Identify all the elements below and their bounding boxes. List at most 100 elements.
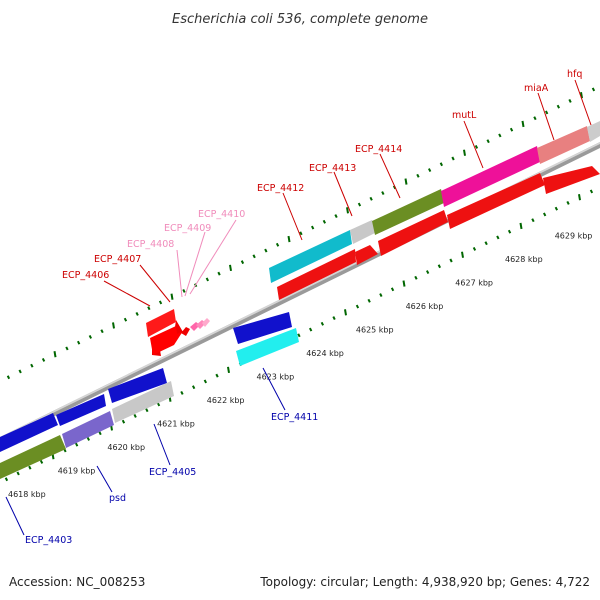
minor-tick <box>100 329 104 334</box>
gene-arrow[interactable] <box>441 146 540 207</box>
gene-arrow[interactable] <box>181 327 190 336</box>
minor-tick <box>369 196 373 201</box>
map-title: Escherichia coli 536, complete genome <box>172 12 428 27</box>
major-tick <box>170 293 174 300</box>
gene-arrow[interactable] <box>62 411 114 448</box>
gene-arrow[interactable] <box>233 312 292 344</box>
gene-arrow[interactable] <box>277 249 356 300</box>
gene-label-miaa[interactable]: miaA <box>524 83 549 94</box>
major-tick <box>580 92 583 99</box>
minor-tick <box>30 363 34 368</box>
gene-label-ecp-4414[interactable]: ECP_4414 <box>355 144 402 155</box>
callout-line <box>176 249 183 298</box>
gene-arrow[interactable] <box>447 173 545 229</box>
minor-tick <box>566 200 570 205</box>
major-tick <box>402 280 406 287</box>
minor-tick <box>215 373 219 378</box>
minor-tick <box>39 460 44 464</box>
minor-tick <box>498 133 502 138</box>
gene-label-ecp-4409[interactable]: ECP_4409 <box>164 223 211 234</box>
minor-tick <box>98 431 102 436</box>
minor-tick <box>484 241 488 246</box>
minor-tick <box>182 288 186 293</box>
tick-label: 4623 kbp <box>257 373 295 382</box>
gene-arrow[interactable] <box>0 413 58 452</box>
gene-arrow[interactable] <box>378 210 448 256</box>
gene-label-ecp-4406[interactable]: ECP_4406 <box>62 270 109 281</box>
minor-tick <box>158 300 163 305</box>
gene-arrow[interactable] <box>372 189 444 235</box>
minor-tick <box>145 408 149 413</box>
callout-line <box>537 92 555 141</box>
minor-tick <box>6 375 11 380</box>
gene-arrow[interactable] <box>537 126 590 164</box>
gene-label-ecp-4407[interactable]: ECP_4407 <box>94 254 141 265</box>
minor-tick <box>4 477 9 482</box>
tick-label: 4621 kbp <box>157 420 195 429</box>
minor-tick <box>121 419 126 424</box>
minor-tick <box>75 442 79 447</box>
callout-line <box>574 79 592 126</box>
gene-label-ecp-4412[interactable]: ECP_4412 <box>257 183 304 194</box>
minor-tick <box>180 390 184 395</box>
gene-arrow[interactable] <box>108 368 167 403</box>
minor-tick <box>65 346 69 351</box>
minor-tick <box>545 110 549 115</box>
minor-tick <box>381 191 385 195</box>
minor-tick <box>133 413 137 418</box>
minor-tick <box>428 168 432 172</box>
minor-tick <box>322 219 326 224</box>
minor-tick <box>332 316 336 321</box>
gene-label-ecp-4410[interactable]: ECP_4410 <box>198 209 245 220</box>
tick-label: 4619 kbp <box>58 467 96 476</box>
minor-tick <box>568 98 572 103</box>
major-tick <box>521 120 525 128</box>
major-tick <box>53 351 57 358</box>
callout-line <box>153 423 171 466</box>
minor-tick <box>357 202 362 207</box>
lower-tick-row <box>4 189 594 482</box>
gene-arrow[interactable] <box>0 435 66 479</box>
minor-tick <box>28 465 32 470</box>
gene-arrow[interactable] <box>269 230 352 283</box>
gene-label-ecp-4405[interactable]: ECP_4405 <box>149 467 196 478</box>
gene-arrow[interactable] <box>543 166 600 194</box>
gene-arrow[interactable] <box>587 121 600 142</box>
minor-tick <box>252 254 256 259</box>
minor-tick <box>88 335 92 339</box>
gene-arrow[interactable] <box>355 245 378 265</box>
gene-arrow[interactable] <box>112 381 174 423</box>
minor-tick <box>297 333 301 338</box>
minor-tick <box>591 87 596 92</box>
gene-callout-lines <box>5 79 592 536</box>
minor-tick <box>16 471 20 476</box>
minor-tick <box>135 311 139 316</box>
gene-label-psd[interactable]: psd <box>109 493 126 504</box>
gene-arrow[interactable] <box>236 328 299 366</box>
topology-text: Topology: circular; Length: 4,938,920 bp… <box>259 575 590 589</box>
gene-arrow[interactable] <box>146 309 176 337</box>
minor-tick <box>426 270 430 274</box>
major-tick <box>519 222 523 230</box>
minor-tick <box>275 242 280 247</box>
minor-tick <box>451 156 455 161</box>
minor-tick <box>147 306 151 311</box>
minor-tick <box>543 212 547 217</box>
major-tick <box>287 235 291 243</box>
gene-arrow[interactable] <box>56 394 106 426</box>
minor-tick <box>192 385 196 390</box>
minor-tick <box>509 127 514 132</box>
gene-label-ecp-4413[interactable]: ECP_4413 <box>309 163 356 174</box>
gene-arrow-faded[interactable] <box>202 318 210 327</box>
minor-tick <box>472 247 477 251</box>
gene-label-ecp-4411[interactable]: ECP_4411 <box>271 412 318 423</box>
gene-label-hfq[interactable]: hfq <box>567 69 582 80</box>
gene-arrow[interactable] <box>150 326 183 355</box>
gene-label-ecp-4403[interactable]: ECP_4403 <box>25 535 72 546</box>
gene-arrow[interactable] <box>350 220 375 244</box>
gene-label-ecp-4408[interactable]: ECP_4408 <box>127 239 174 250</box>
gene-label-mutl[interactable]: mutL <box>452 110 477 121</box>
minor-tick <box>203 379 207 384</box>
minor-tick <box>311 225 315 230</box>
